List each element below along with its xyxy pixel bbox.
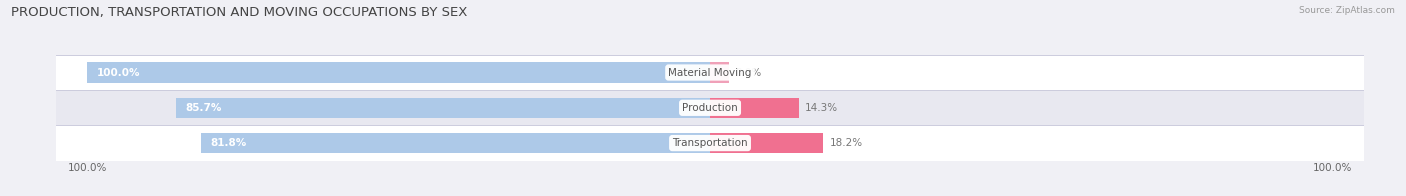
Bar (710, 98, 799, 118)
Text: 100.0%: 100.0% (97, 67, 141, 78)
Text: Material Moving: Material Moving (668, 67, 752, 78)
Text: Transportation: Transportation (672, 138, 748, 148)
Bar (56, 90, 1364, 125)
Text: 14.3%: 14.3% (806, 103, 838, 113)
Text: PRODUCTION, TRANSPORTATION AND MOVING OCCUPATIONS BY SEX: PRODUCTION, TRANSPORTATION AND MOVING OC… (11, 6, 468, 19)
Text: 85.7%: 85.7% (186, 103, 222, 113)
Text: Production: Production (682, 103, 738, 113)
Bar (87, 62, 710, 83)
Text: Source: ZipAtlas.com: Source: ZipAtlas.com (1299, 6, 1395, 15)
Text: 81.8%: 81.8% (209, 138, 246, 148)
Text: 0.0%: 0.0% (735, 67, 761, 78)
Bar (201, 133, 710, 153)
Bar (710, 62, 728, 83)
Bar (176, 98, 710, 118)
Bar (710, 133, 824, 153)
Bar (56, 55, 1364, 90)
Bar (56, 125, 1364, 161)
Text: 18.2%: 18.2% (830, 138, 863, 148)
